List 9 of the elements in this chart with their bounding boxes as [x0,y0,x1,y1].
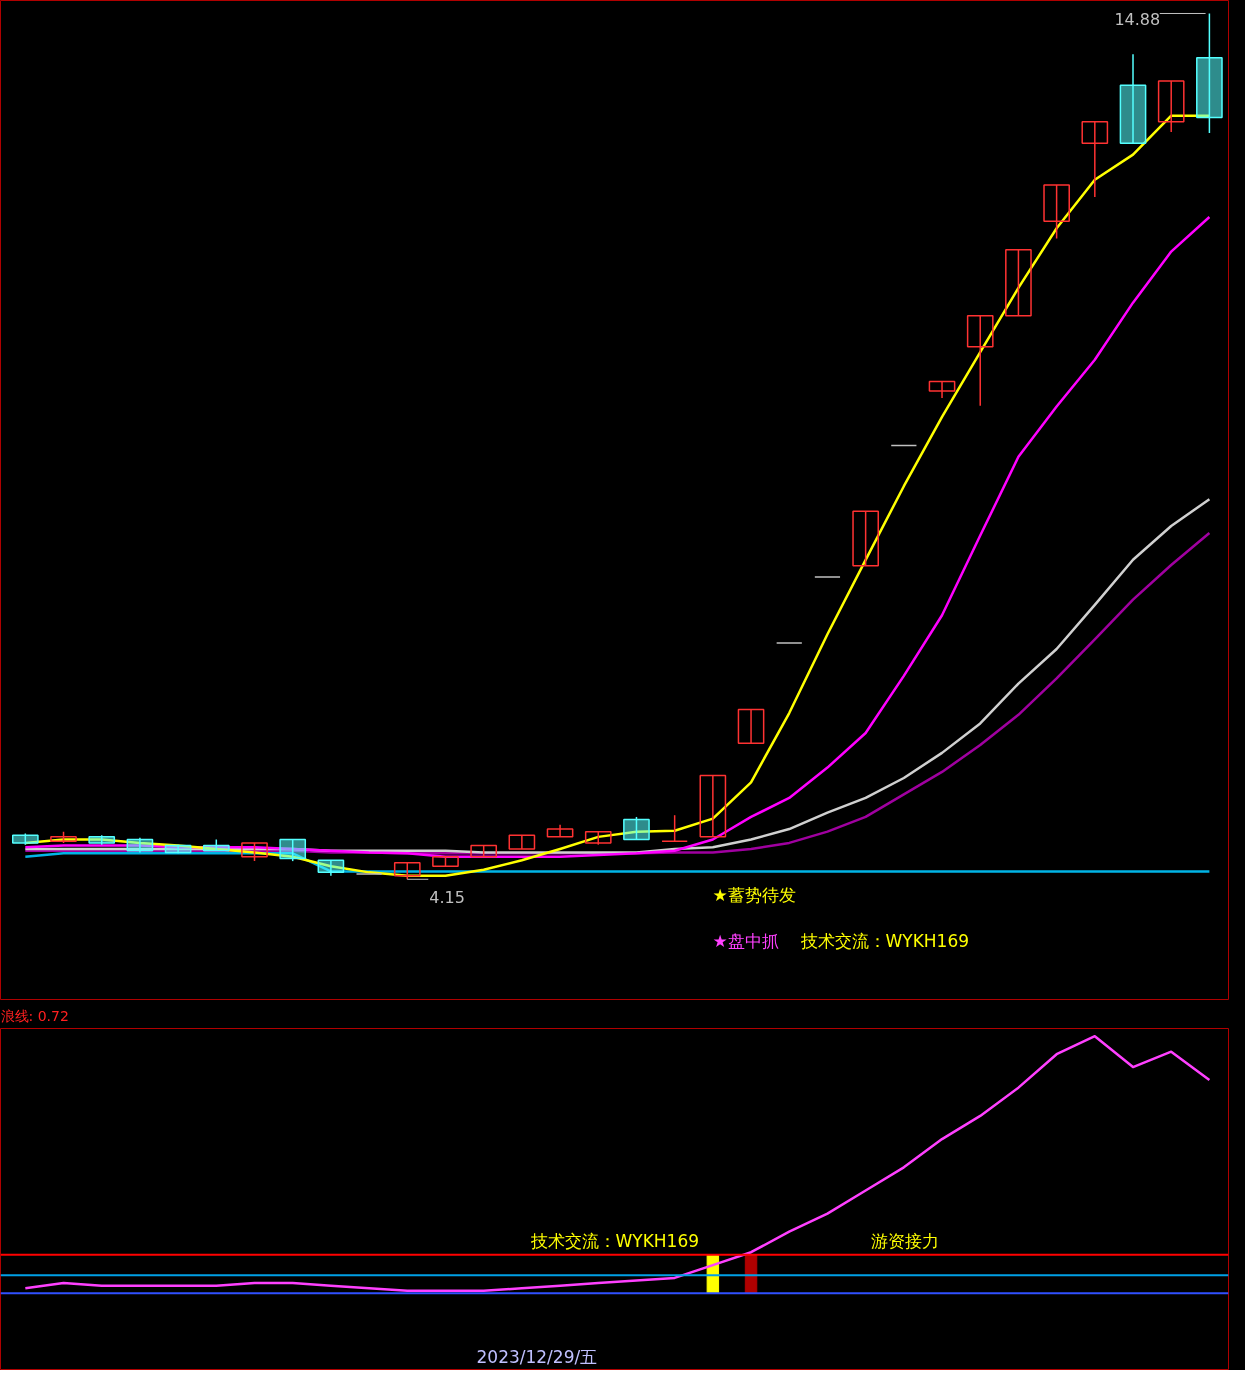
annotation: 技术交流：WYKH169 [529,1230,700,1251]
annotation: 游资接力 [870,1230,939,1251]
annotation: 14.88 [1114,10,1161,30]
text: ★盘中抓 [712,930,779,951]
text: 4.15 [429,888,465,908]
text: ★蓄势待发 [712,884,796,905]
text: 2023/12/29/五 [476,1346,598,1367]
text: 技术交流：WYKH169 [799,930,970,951]
chart-title: 浪线: 0.72 [0,1007,69,1024]
